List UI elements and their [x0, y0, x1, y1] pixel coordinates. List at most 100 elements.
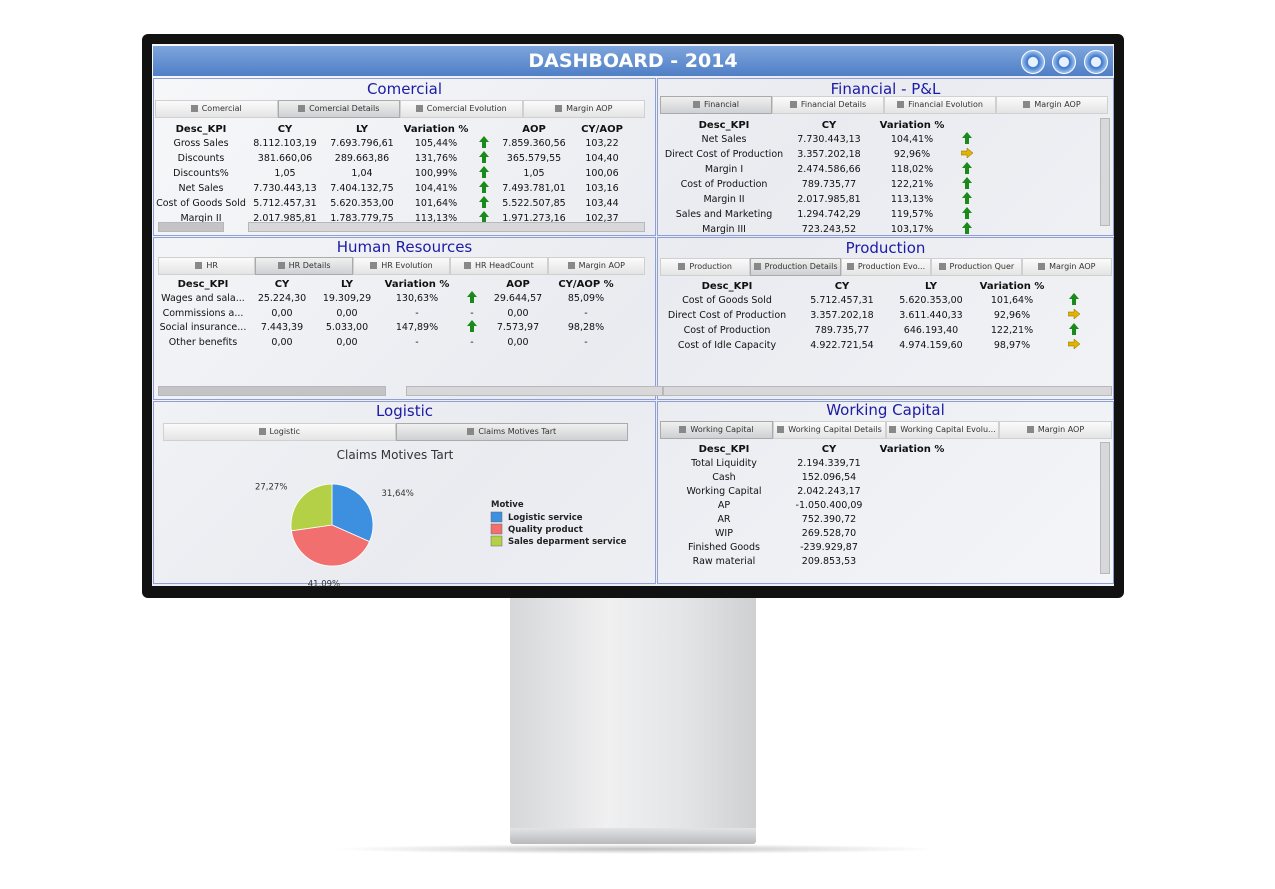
tab[interactable]: Working Capital Evolu... [886, 421, 999, 439]
tab[interactable]: Margin AOP [522, 100, 645, 118]
table-row: Net Sales 7.730.443,13 7.404.132,75 104,41%… [156, 181, 632, 196]
table-cell: 98,28% [567, 322, 605, 333]
panel-title: Logistic [375, 402, 434, 420]
tab-label: HR HeadCount [474, 261, 534, 270]
tab-icon [753, 263, 761, 270]
table-cell [872, 456, 952, 470]
nav-back-button[interactable] [1021, 50, 1045, 74]
tab-label: Margin AOP [1049, 262, 1096, 271]
table-cell: 105,44% [414, 138, 458, 149]
tab[interactable]: Logistic [163, 423, 396, 441]
column-header: LY [355, 123, 369, 135]
tab[interactable]: Margin AOP [547, 257, 645, 275]
header-row: Desc_KPI CY LY Variation % AOP CY/AOP % [158, 277, 624, 291]
tab-label: Production [689, 262, 732, 271]
table-cell: 4.974.159,60 [899, 340, 963, 351]
nav-forward-button[interactable] [1052, 50, 1076, 74]
tab-icon [678, 263, 686, 270]
panel-title: Comercial [366, 80, 443, 98]
arrow-shape [1069, 323, 1079, 335]
tab[interactable]: Margin AOP [999, 421, 1112, 439]
tab-label: HR Evolution [381, 261, 433, 270]
tab-icon [692, 101, 700, 108]
legend-label: Quality product [508, 525, 583, 535]
table-row: Wages and sala... 25.224,30 19.309,29 130,6… [158, 291, 624, 306]
arrow-shape [962, 207, 972, 219]
column-header: CY/AOP % [558, 278, 614, 290]
table-cell [456, 291, 488, 306]
tab[interactable]: Comercial [155, 100, 278, 118]
tab[interactable]: Working Capital [660, 421, 773, 439]
column-header: CY [277, 123, 293, 135]
tab[interactable]: HR Details [255, 257, 353, 275]
table-cell: 104,41% [414, 183, 458, 194]
tab-label: HR [206, 261, 218, 270]
tab-icon [846, 263, 854, 270]
tab[interactable]: HR Evolution [352, 257, 451, 275]
tab-icon [1023, 101, 1031, 108]
table-cell: 5.620.353,00 [330, 198, 394, 209]
arrow-right-icon [1067, 338, 1081, 350]
table-row: Margin II 2.017.985,81 113,13% [662, 192, 982, 207]
table-cell: Cost of Production [680, 179, 768, 190]
tab[interactable]: Working Capital Details [773, 421, 886, 439]
tab-icon [277, 262, 285, 269]
panel-title: Working Capital [826, 401, 945, 419]
table-cell: 101,64% [414, 198, 458, 209]
legend-swatch [490, 523, 503, 535]
column-header: Variation % [403, 123, 469, 135]
tab[interactable]: Margin AOP [1021, 258, 1112, 276]
table-cell: 85,09% [567, 293, 605, 304]
tab[interactable]: Production Details [750, 258, 841, 276]
table-cell: Commissions a... [162, 307, 244, 319]
table-cell: 1,05 [274, 168, 296, 179]
tab[interactable]: HR [158, 257, 256, 275]
tab[interactable]: Claims Motives Tart [395, 423, 628, 441]
arrow-shape [479, 166, 489, 178]
table-cell [472, 136, 496, 151]
table-cell: 100,06 [585, 168, 619, 179]
arrow-shape [962, 222, 972, 234]
tab[interactable]: Financial Details [772, 96, 884, 114]
table-cell: 92,96% [893, 149, 931, 160]
tab-icon [567, 262, 575, 269]
arrow-shape [1067, 308, 1081, 320]
panel-title: Production [845, 239, 926, 257]
column-header: CY [834, 280, 850, 292]
tab-icon [938, 263, 946, 270]
table-cell [952, 147, 982, 162]
tab[interactable]: Production [660, 258, 751, 276]
tab-label: Production Details [764, 262, 838, 271]
panel [153, 401, 656, 584]
arrow-shape [479, 211, 489, 223]
table-cell: 131,76% [414, 153, 458, 164]
panel [153, 237, 656, 400]
tab[interactable]: Financial Evolution [884, 96, 996, 114]
table-cell: Margin I [704, 164, 744, 175]
vertical-scrollbar [1100, 442, 1110, 574]
tab[interactable]: Production Quer [931, 258, 1022, 276]
shadow [330, 844, 940, 854]
refresh-button[interactable] [1084, 50, 1108, 74]
tab-icon [190, 105, 198, 112]
table-cell: 0,00 [507, 336, 529, 348]
tab[interactable]: Production Evo... [840, 258, 932, 276]
panel [657, 237, 1114, 400]
table-cell: 5.033,00 [325, 322, 369, 333]
table-cell: Direct Cost of Production [667, 310, 787, 321]
table-cell: 113,13% [414, 213, 458, 224]
tab[interactable]: HR HeadCount [450, 257, 548, 275]
column-header: Desc_KPI [177, 278, 229, 290]
table-cell [872, 554, 952, 568]
pie-slice [331, 483, 374, 543]
arrow-up-icon [962, 192, 972, 204]
tab[interactable]: Margin AOP [996, 96, 1108, 114]
tab-label: Margin AOP [566, 104, 613, 113]
tab-icon [195, 262, 203, 269]
arrow-shape [479, 196, 489, 208]
tab-label: Financial [703, 100, 740, 109]
tab[interactable]: Comercial Details [277, 100, 400, 118]
tab[interactable]: Financial [660, 96, 772, 114]
table-cell: - [415, 307, 419, 319]
tab[interactable]: Comercial Evolution [400, 100, 523, 118]
